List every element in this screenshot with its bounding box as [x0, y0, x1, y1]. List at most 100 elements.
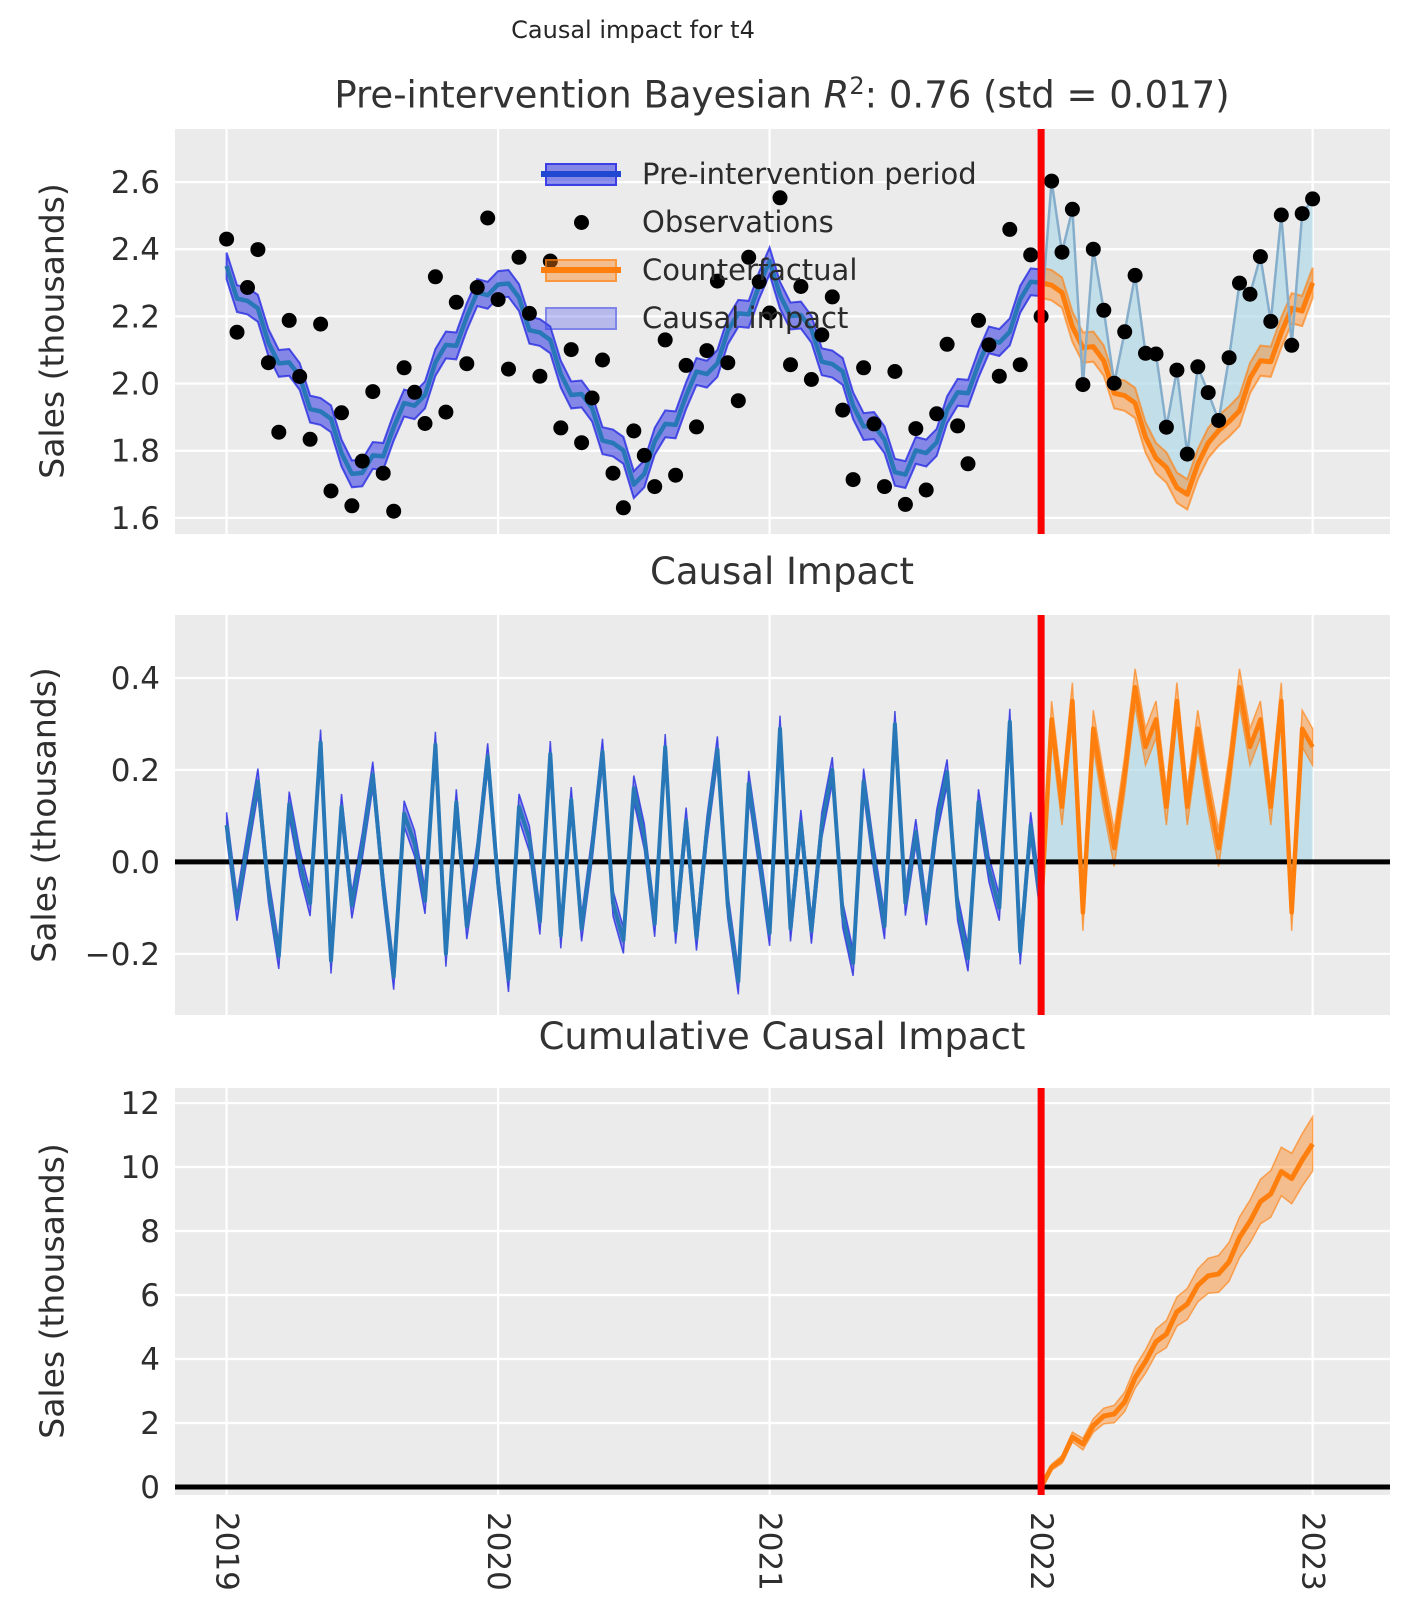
observation-dot: [856, 360, 872, 376]
y-tick-label: 4: [140, 1342, 160, 1378]
observation-dot: [250, 242, 266, 258]
observation-dot: [657, 332, 673, 348]
pre-intervention-band-icon: [540, 162, 622, 186]
legend-label: Pre-intervention period: [642, 157, 977, 191]
observation-dot: [615, 500, 631, 516]
observation-dot: [1179, 446, 1195, 462]
x-tick-label: 2019: [209, 1512, 245, 1591]
legend-item-counterfactual: Counterfactual: [540, 246, 977, 294]
observation-dot: [824, 289, 840, 305]
bottom-y-axis-label: Sales (thousands): [32, 1143, 72, 1439]
x-tick-label: 2023: [1295, 1512, 1331, 1591]
top-title-r: R: [823, 73, 850, 117]
observation-dot: [574, 435, 590, 451]
impact-line-pre: [224, 719, 1044, 984]
observation-dot: [1002, 221, 1018, 237]
observation-dot: [741, 249, 757, 265]
plot-background: [175, 1088, 1390, 1495]
observation-dot: [323, 483, 339, 499]
observation-dot: [1158, 419, 1174, 435]
observation-dot: [689, 419, 704, 435]
middle-y-axis-label: Sales (thousands): [24, 667, 64, 963]
observation-dot: [334, 405, 349, 421]
observation-dot: [1232, 275, 1247, 291]
observation-dot: [595, 352, 610, 368]
y-tick-label: 2.4: [111, 232, 160, 268]
observation-dot: [950, 418, 966, 434]
legend-label: Observations: [642, 205, 834, 239]
observation-dot: [981, 337, 997, 353]
observation-dot: [271, 424, 287, 440]
observation-dot: [814, 327, 830, 343]
observation-dot: [897, 496, 913, 512]
observation-dot: [772, 190, 788, 206]
impact-causal-fill: [1041, 687, 1313, 913]
observation-dot: [511, 249, 527, 265]
observation-dot: [229, 324, 245, 340]
observation-dot: [1148, 346, 1164, 362]
observation-dot: [1096, 302, 1112, 318]
observation-dot: [845, 472, 861, 488]
counterfactual-band-icon: [540, 258, 622, 282]
counterfactual-band: [1040, 266, 1314, 512]
observation-dot: [302, 431, 318, 447]
observation-dot: [407, 384, 423, 400]
causal-impact-patch-icon: [540, 306, 622, 330]
y-tick-label: 2.2: [111, 299, 160, 335]
observation-dot: [1252, 249, 1268, 265]
y-tick-label: 1.6: [111, 501, 160, 537]
top-title-prefix: Pre-intervention Bayesian: [334, 73, 824, 117]
observation-dot: [877, 479, 892, 495]
observation-dot: [417, 416, 433, 431]
observation-dot: [762, 305, 778, 321]
observation-dot: [375, 465, 391, 481]
observation-dot: [793, 279, 809, 294]
x-tick-label: 2021: [752, 1512, 788, 1591]
causal-impact-fill: [1041, 181, 1313, 495]
observation-dot: [678, 357, 694, 373]
observation-dot: [365, 384, 381, 400]
legend-item-pre-intervention: Pre-intervention period: [540, 150, 977, 198]
observation-dot: [584, 390, 600, 406]
observation-dot: [1263, 313, 1279, 329]
y-tick-label: 0.2: [111, 753, 160, 789]
observation-dot: [971, 312, 986, 328]
observation-dot: [1294, 206, 1310, 222]
observation-dot: [1273, 207, 1289, 223]
legend-label: Counterfactual: [642, 253, 858, 287]
observation-dot: [313, 316, 329, 332]
observation-dot: [1085, 241, 1101, 257]
cumulative-line: [1038, 1142, 1315, 1489]
observation-dot: [626, 423, 642, 439]
top-title-suffix: : 0.76 (std = 0.017): [864, 73, 1230, 117]
top-panel-title: Pre-intervention Bayesian R2: 0.76 (std …: [334, 72, 1229, 116]
observation-dot: [960, 456, 976, 472]
observation-dot: [521, 305, 537, 321]
observation-dot: [501, 361, 516, 377]
figure-suptitle: Causal impact for t4: [511, 16, 755, 44]
y-tick-label: −0.2: [85, 937, 160, 973]
legend-item-observations: Observations: [540, 198, 977, 246]
y-tick-label: 0.4: [111, 661, 160, 697]
observation-dot: [720, 355, 736, 371]
observation-dot: [730, 393, 746, 409]
observation-dot: [386, 503, 402, 519]
observation-dot: [292, 369, 308, 384]
observation-dot: [563, 342, 579, 358]
observation-dot: [803, 372, 819, 387]
pre-median-line: [224, 258, 1042, 487]
observation-dot: [668, 467, 684, 483]
y-tick-label: 10: [121, 1150, 160, 1186]
observation-dot: [1211, 413, 1227, 428]
observation-dot: [448, 294, 464, 310]
observation-dot: [490, 292, 506, 308]
observation-dot: [866, 416, 882, 432]
bottom-panel-title: Cumulative Causal Impact: [538, 1015, 1026, 1058]
impact-line-post: [1038, 684, 1315, 915]
y-tick-label: 2: [140, 1406, 160, 1442]
observation-dot: [480, 210, 496, 226]
observation-dot: [1075, 377, 1091, 393]
observation-dot-icon: [540, 214, 622, 230]
top-y-axis-label: Sales (thousands): [32, 183, 72, 479]
